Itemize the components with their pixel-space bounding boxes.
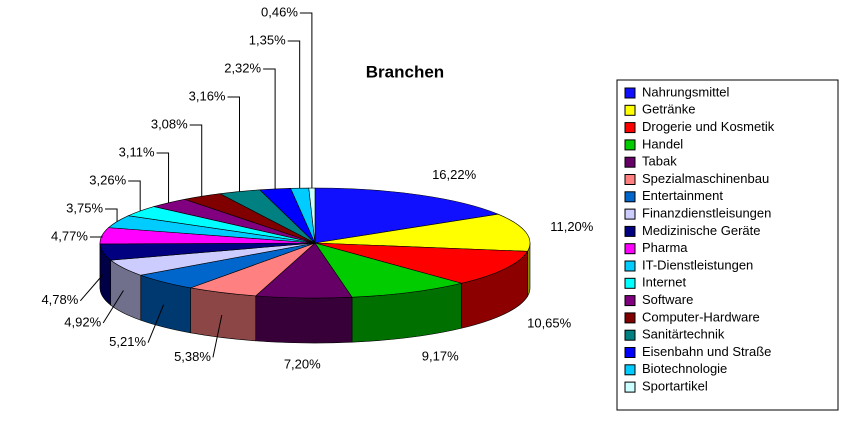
- chart-title: Branchen: [366, 62, 444, 81]
- legend-label: Handel: [642, 136, 683, 151]
- slice-side: [191, 288, 256, 341]
- legend-swatch: [625, 348, 635, 358]
- data-label: 2,32%: [224, 60, 261, 75]
- data-label: 3,08%: [151, 116, 188, 131]
- data-label: 1,35%: [249, 32, 286, 47]
- data-label: 3,11%: [119, 144, 155, 159]
- leader-line: [288, 41, 300, 188]
- legend-swatch: [625, 244, 635, 254]
- legend-swatch: [625, 296, 635, 306]
- legend-swatch: [625, 330, 635, 340]
- leader-line: [105, 209, 117, 222]
- data-label: 3,16%: [189, 88, 226, 103]
- data-label: 3,75%: [66, 200, 103, 215]
- data-label: 3,26%: [89, 172, 126, 187]
- data-label: 4,77%: [51, 228, 88, 243]
- legend-label: Nahrungsmittel: [642, 84, 730, 99]
- legend-label: Tabak: [642, 154, 677, 169]
- legend-label: Getränke: [642, 102, 695, 117]
- legend-label: Entertainment: [642, 188, 723, 203]
- legend-swatch: [625, 157, 635, 167]
- legend-label: Internet: [642, 275, 686, 290]
- data-label: 4,78%: [41, 292, 78, 307]
- leader-line: [157, 153, 169, 203]
- legend-label: Spezialmaschinenbau: [642, 171, 769, 186]
- legend-label: Biotechnologie: [642, 361, 727, 376]
- legend-swatch: [625, 175, 635, 185]
- legend-label: Software: [642, 292, 693, 307]
- legend-swatch: [625, 382, 635, 392]
- data-label: 16,22%: [432, 167, 477, 182]
- data-label: 7,20%: [284, 356, 321, 371]
- data-label: 4,92%: [64, 314, 101, 329]
- legend-swatch: [625, 88, 635, 98]
- data-label: 9,17%: [422, 348, 459, 363]
- legend-label: Eisenbahn und Straße: [642, 344, 771, 359]
- legend-swatch: [625, 313, 635, 323]
- data-label: 0,46%: [261, 4, 298, 19]
- legend-label: Sportartikel: [642, 379, 708, 394]
- leader-line: [190, 125, 202, 196]
- leader-line: [300, 13, 312, 188]
- legend-swatch: [625, 278, 635, 288]
- legend-swatch: [625, 123, 635, 133]
- legend-label: Finanzdienstleisungen: [642, 206, 771, 221]
- leader-line: [128, 181, 140, 211]
- leader-line: [90, 236, 102, 237]
- data-label: 5,38%: [174, 349, 211, 364]
- legend-swatch: [625, 209, 635, 219]
- legend-swatch: [625, 140, 635, 150]
- data-label: 5,21%: [109, 334, 146, 349]
- leader-line: [228, 97, 240, 192]
- legend-label: Medizinische Geräte: [642, 223, 761, 238]
- leader-line: [80, 275, 103, 301]
- legend-label: IT-Dienstleistungen: [642, 257, 753, 272]
- legend-swatch: [625, 192, 635, 202]
- legend-label: Sanitärtechnik: [642, 327, 725, 342]
- data-label: 11,20%: [550, 219, 594, 234]
- legend-swatch: [625, 261, 635, 271]
- legend-swatch: [625, 226, 635, 236]
- data-label: 10,65%: [527, 315, 572, 330]
- legend-label: Drogerie und Kosmetik: [642, 119, 775, 134]
- slice-side: [256, 296, 352, 343]
- legend-label: Computer-Hardware: [642, 309, 760, 324]
- legend-label: Pharma: [642, 240, 688, 255]
- legend-swatch: [625, 105, 635, 115]
- leader-line: [263, 69, 275, 189]
- legend-swatch: [625, 365, 635, 375]
